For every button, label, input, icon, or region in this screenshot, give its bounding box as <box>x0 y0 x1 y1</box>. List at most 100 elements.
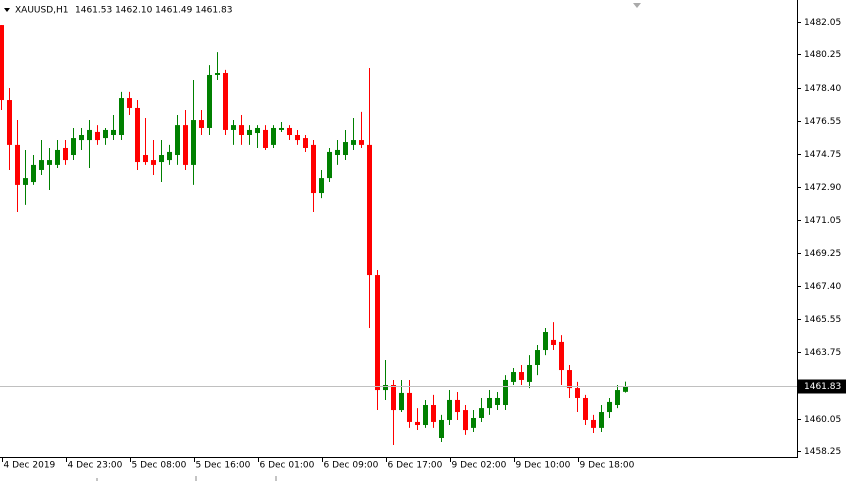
candle-body <box>479 408 484 418</box>
candle-body <box>615 390 620 406</box>
candle-body <box>223 72 228 130</box>
candle-body <box>367 144 372 276</box>
candle-body <box>111 129 116 136</box>
candle-body <box>191 120 196 165</box>
x-tick-label: 5 Dec 16:00 <box>196 461 251 471</box>
candle-body <box>63 147 68 161</box>
candle-body <box>39 160 44 170</box>
candle-body <box>351 140 356 145</box>
ohlc-label: 1461.53 1462.10 1461.49 1461.83 <box>75 6 232 16</box>
candle-body <box>135 107 140 163</box>
x-tick-label: 4 Dec 23:00 <box>68 461 123 471</box>
candle-body <box>463 410 468 431</box>
candle-body <box>439 419 444 438</box>
y-tick-label: 1458.25 <box>804 447 841 457</box>
y-tick-label: 1474.75 <box>804 150 841 160</box>
candle-body <box>511 372 516 382</box>
candle-body <box>143 155 148 163</box>
candle-body <box>0 25 4 101</box>
current-price-label: 1461.83 <box>804 382 841 392</box>
candle-body <box>31 164 36 183</box>
candle-body <box>407 392 412 422</box>
y-tick-label: 1480.25 <box>804 50 841 60</box>
x-tick-label: 4 Dec 2019 <box>4 461 56 471</box>
candle-body <box>159 155 164 163</box>
candle-body <box>575 388 580 398</box>
candle-body <box>87 129 92 141</box>
x-tick-label: 9 Dec 02:00 <box>452 461 507 471</box>
candle-body <box>383 385 388 391</box>
candle-body <box>71 138 76 156</box>
candle-body <box>359 140 364 145</box>
candle-body <box>447 399 452 420</box>
candle-body <box>527 364 532 382</box>
candle-body <box>519 372 524 380</box>
candle-body <box>559 341 564 371</box>
candle-body <box>279 127 284 130</box>
candle-body <box>623 386 628 392</box>
candle-body <box>343 142 348 156</box>
candle-body <box>239 125 244 136</box>
symbol: XAUUSD,H1 <box>15 6 69 16</box>
shift-marker[interactable] <box>633 3 641 8</box>
y-tick-label: 1471.05 <box>804 216 841 226</box>
candle-body <box>263 129 268 148</box>
candle-body <box>375 275 380 391</box>
menu-arrow[interactable] <box>4 8 10 12</box>
candle-body <box>583 397 588 420</box>
x-tick-label: 6 Dec 09:00 <box>324 461 379 471</box>
candle-body <box>199 120 204 128</box>
candle-body <box>543 332 548 351</box>
candle-body <box>591 419 596 428</box>
candle-body <box>175 125 180 156</box>
candle-body <box>471 417 476 428</box>
y-tick-label: 1460.05 <box>804 415 841 425</box>
candle-body <box>415 421 420 426</box>
y-tick-label: 1478.40 <box>804 84 841 94</box>
x-tick-label: 6 Dec 17:00 <box>388 461 443 471</box>
candle-body <box>23 178 28 185</box>
x-tick-label: 9 Dec 10:00 <box>516 461 571 471</box>
y-tick-label: 1482.05 <box>804 18 841 28</box>
candle-body <box>151 160 156 165</box>
candle-body <box>303 138 308 148</box>
x-tick-label: 5 Dec 08:00 <box>132 461 187 471</box>
candle-body <box>335 149 340 156</box>
candle-body <box>567 370 572 389</box>
candle-body <box>431 405 436 422</box>
candle-body <box>535 350 540 365</box>
candle-body <box>423 405 428 426</box>
y-tick-label: 1469.25 <box>804 249 841 259</box>
candle-body <box>295 135 300 141</box>
candle-body <box>95 131 100 141</box>
candle-body <box>183 125 188 165</box>
candle-body <box>167 151 172 161</box>
candle-body <box>255 127 260 134</box>
candle-body <box>399 392 404 411</box>
candle-body <box>215 72 220 75</box>
candle-body <box>55 149 60 165</box>
candle-body <box>599 412 604 428</box>
y-tick-label: 1463.75 <box>804 348 841 358</box>
candle-body <box>247 129 252 136</box>
y-tick-label: 1476.55 <box>804 117 841 127</box>
y-tick-label: 1467.40 <box>804 282 841 292</box>
current-price-box <box>798 379 846 394</box>
candle-body <box>551 339 556 345</box>
candle-body <box>319 178 324 194</box>
y-tick-label: 1465.55 <box>804 315 841 325</box>
candle-body <box>327 151 332 179</box>
candle-body <box>391 385 396 411</box>
candle-body <box>119 98 124 136</box>
candle-body <box>495 397 500 406</box>
candle-body <box>503 379 508 406</box>
candle-body <box>487 397 492 409</box>
candle-body <box>311 144 316 194</box>
candle-body <box>271 127 276 145</box>
candle-body <box>287 127 292 136</box>
x-tick-label: 9 Dec 18:00 <box>580 461 635 471</box>
candle-body <box>455 399 460 413</box>
candle-body <box>231 125 236 130</box>
